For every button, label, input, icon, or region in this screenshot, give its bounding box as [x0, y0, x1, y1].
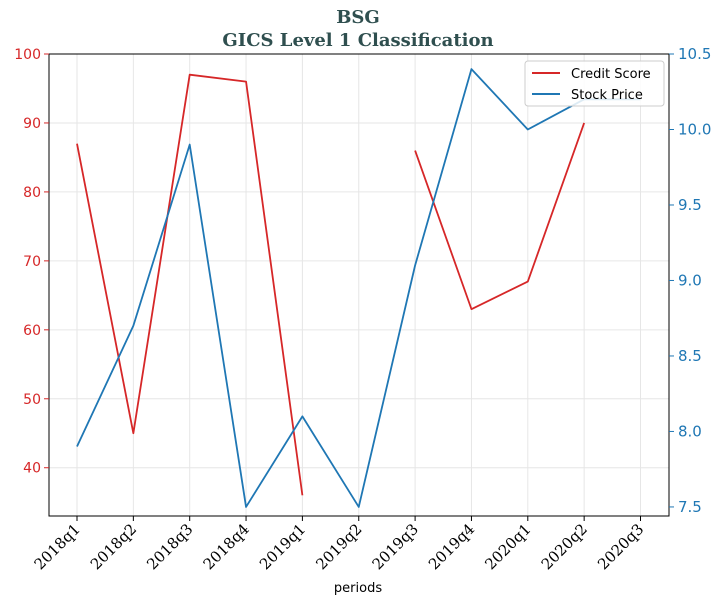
chart-title: BSG	[336, 7, 380, 28]
chart-subtitle: GICS Level 1 Classification	[222, 30, 493, 51]
legend-label-stock-price: Stock Price	[571, 88, 643, 103]
left-tick-label: 60	[23, 323, 41, 339]
right-tick-label: 7.5	[678, 498, 702, 516]
right-tick-label: 9.0	[678, 271, 702, 289]
x-tick-label: 2018q1	[31, 520, 84, 573]
right-tick-label: 8.0	[678, 422, 702, 440]
x-tick-label: 2019q2	[312, 520, 365, 573]
left-tick-label: 40	[23, 461, 41, 477]
right-axis-ticks: 7.5 8.0 8.5 9.0 9.5 10.0 10.5	[669, 45, 711, 516]
grid	[49, 53, 669, 516]
x-tick-label: 2020q1	[481, 520, 534, 573]
right-tick-label: 8.5	[678, 347, 702, 365]
left-tick-label: 50	[23, 392, 41, 408]
series-line-credit-score	[414, 122, 585, 311]
legend: Credit Score Stock Price	[524, 60, 665, 107]
left-tick-label: 90	[23, 116, 41, 132]
x-tick-label: 2018q4	[200, 520, 253, 573]
right-tick-label: 10.0	[678, 120, 711, 138]
x-tick-label: 2019q3	[369, 520, 422, 573]
x-tick-label: 2020q2	[538, 520, 591, 573]
x-tick-label: 2019q1	[256, 520, 309, 573]
left-axis-ticks: 40 50 60 70 80 90 100	[14, 47, 49, 477]
left-tick-label: 80	[23, 185, 41, 201]
right-tick-label: 9.5	[678, 196, 702, 214]
x-tick-label: 2018q2	[87, 520, 140, 573]
left-tick-label: 70	[23, 254, 41, 270]
series-line-stock-price	[76, 68, 641, 508]
x-tick-label: 2019q4	[425, 520, 478, 573]
x-axis-ticks: 2018q1 2018q2 2018q3 2018q4 2019q1 2019q2 2019…	[31, 516, 647, 573]
x-tick-label: 2020q3	[594, 520, 647, 573]
legend-label-credit-score: Credit Score	[571, 67, 651, 82]
x-tick-label: 2018q3	[143, 520, 196, 573]
plot-lines	[76, 68, 641, 508]
left-tick-label: 100	[14, 47, 41, 63]
right-tick-label: 10.5	[678, 45, 711, 63]
x-axis-label: periods	[334, 581, 382, 596]
series-line-credit-score	[76, 73, 304, 496]
